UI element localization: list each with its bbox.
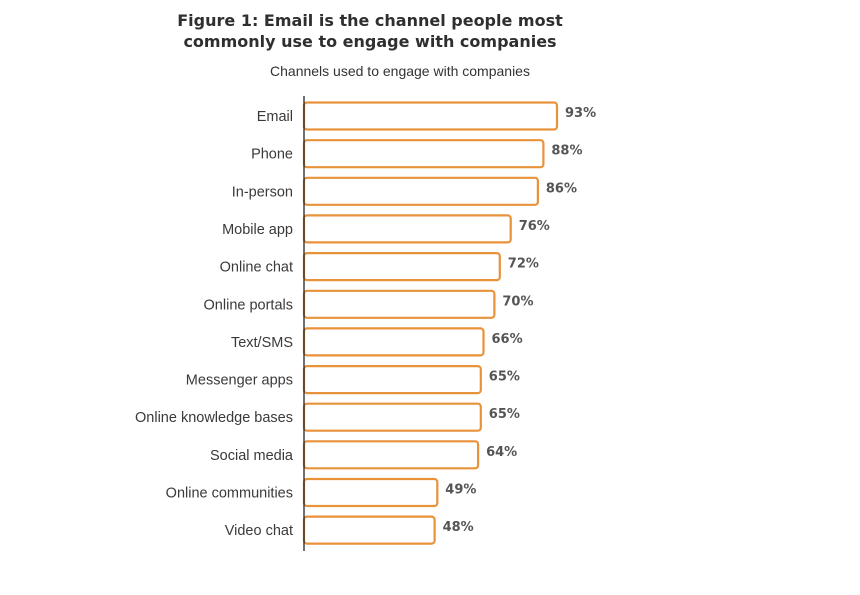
category-label: Email xyxy=(257,109,293,125)
bar-social-media xyxy=(302,440,480,470)
category-label: In-person xyxy=(232,184,293,200)
category-label: Online portals xyxy=(204,297,293,313)
value-label: 72% xyxy=(508,257,539,272)
value-label: 70% xyxy=(502,294,533,309)
bar-online-portals xyxy=(302,289,496,319)
value-label: 76% xyxy=(519,219,550,234)
category-label: Text/SMS xyxy=(231,335,293,351)
category-label: Phone xyxy=(251,147,293,163)
value-label: 93% xyxy=(565,106,596,121)
bar-online-knowledge-bases xyxy=(302,402,482,432)
category-label: Social media xyxy=(210,448,294,464)
category-label: Online knowledge bases xyxy=(135,410,293,426)
value-label: 65% xyxy=(489,370,520,385)
chart-title: Figure 1: Email is the channel people mo… xyxy=(177,11,563,51)
value-label: 86% xyxy=(546,181,577,196)
value-label: 65% xyxy=(489,407,520,422)
bar-email xyxy=(302,101,559,131)
chart-subtitle: Channels used to engage with companies xyxy=(270,63,530,79)
bar-text-sms xyxy=(302,327,485,357)
category-label: Video chat xyxy=(225,523,293,539)
category-label: Messenger apps xyxy=(186,373,293,389)
bar-messenger-apps xyxy=(302,365,482,395)
bars-layer: Email 93% Phone 88% In-person 86% Mobile app 76… xyxy=(135,101,596,545)
category-label: Online communities xyxy=(166,486,293,502)
value-label: 48% xyxy=(443,520,474,535)
bar-phone xyxy=(302,139,545,169)
bar-online-communities xyxy=(302,477,439,508)
value-label: 64% xyxy=(486,445,517,460)
value-label: 88% xyxy=(551,144,582,159)
category-label: Mobile app xyxy=(222,222,293,238)
category-label: Online chat xyxy=(220,260,293,276)
bar-online-chat xyxy=(302,252,501,282)
bar-mobile-app xyxy=(302,214,512,244)
value-label: 66% xyxy=(492,332,523,347)
bar-video-chat xyxy=(302,515,436,545)
value-label: 49% xyxy=(445,483,476,498)
bar-in-person xyxy=(302,176,539,206)
